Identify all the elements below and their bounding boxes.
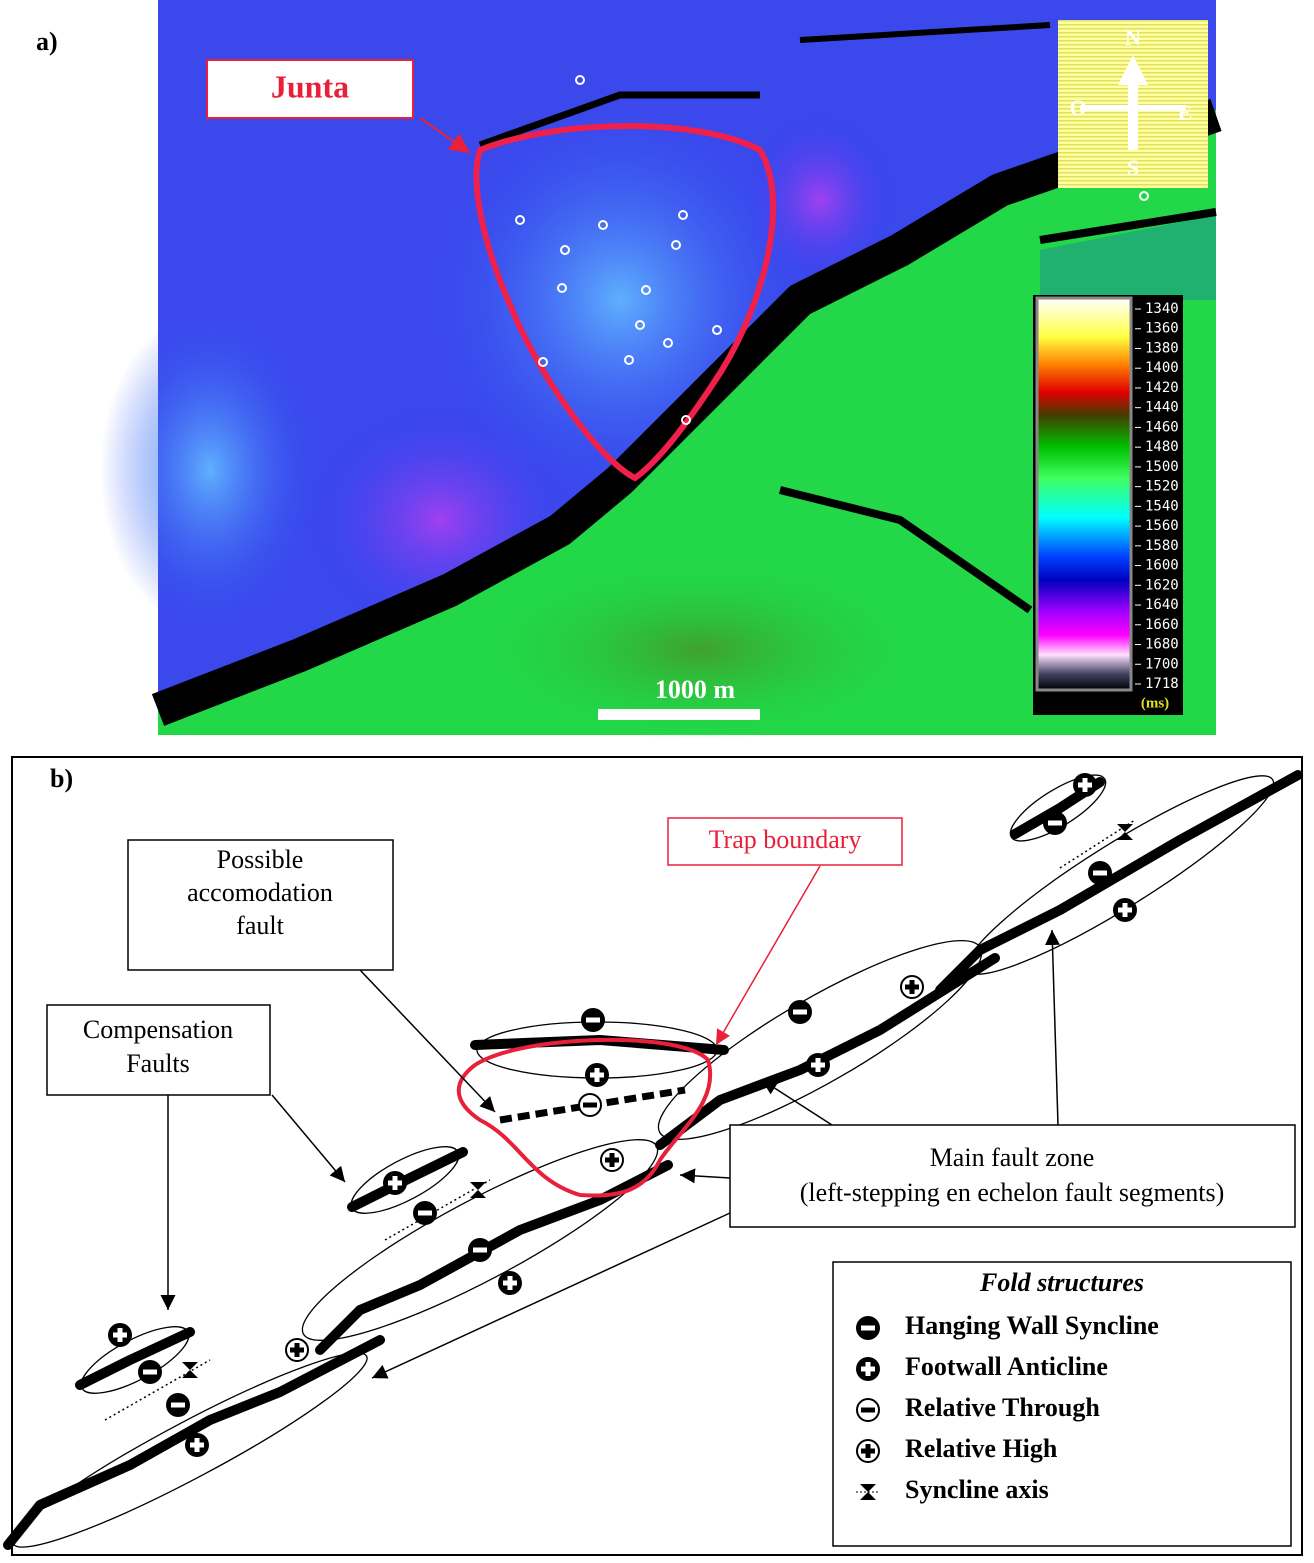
panel-label: a) [36,27,58,56]
colorbar-tick-label: 1520 [1145,479,1179,495]
legend-label: Hanging Wall Syncline [905,1311,1159,1340]
colorbar-unit: (ms) [1141,695,1169,711]
colorbar-tick-label: 1680 [1145,637,1179,653]
colorbar-tick-label: 1600 [1145,558,1179,574]
figure: a) Junta N S E O 1340 1360 1380 1400 [0,0,1314,1563]
legend-label: Relative Through [905,1393,1100,1422]
colorbar-tick-label: 1640 [1145,597,1179,613]
legend-symbol [857,1399,879,1421]
colorbar-tick-label: 1380 [1145,340,1179,356]
scale-label: 1000 m [655,675,736,704]
colorbar-tick-label: 1660 [1145,617,1179,633]
callout: accomodation [187,878,333,907]
colorbar-tick-label: 1560 [1145,518,1179,534]
legend-symbol [856,1357,880,1381]
callout: (left-stepping en echelon fault segments… [800,1178,1225,1207]
legend-title: Fold structures [979,1268,1144,1297]
legend-label: Relative High [905,1434,1058,1463]
map-blob [100,310,320,630]
page: Figure html, body { margin: 0; padding: … [0,0,1314,1563]
legend-label: Syncline axis [905,1475,1049,1504]
callout: Possible [217,845,304,874]
callout: Trap boundary [709,825,862,854]
callout: Faults [126,1049,190,1078]
compass-label: E [1178,100,1193,125]
panel-a: a) Junta N S E O 1340 1360 1380 1400 [36,0,1216,740]
compass-label: N [1125,25,1141,50]
callout-box [730,1125,1295,1227]
callout: Main fault zone [930,1143,1095,1172]
colorbar-tick-label: 1360 [1145,321,1179,337]
colorbar-tick-label: 1700 [1145,656,1179,672]
colorbar-tick-label: 1500 [1145,459,1179,475]
colorbar [1037,298,1131,690]
colorbar-tick-label: 1580 [1145,538,1179,554]
panel-b: b) [0,752,1302,1563]
colorbar-tick-label: 1540 [1145,498,1179,514]
colorbar-tick-label: 1340 [1145,301,1179,317]
colorbar-tick-label: 1420 [1145,380,1179,396]
body: {"panel_a": {"label": "a)", "callout": "… [0,0,1314,1563]
legend-symbol [856,1316,880,1340]
callout: Junta [271,68,349,104]
legend-label: Footwall Anticline [905,1352,1108,1381]
compass-label: S [1127,155,1139,180]
compass-label: O [1069,95,1086,120]
colorbar-tick-label: 1460 [1145,419,1179,435]
colorbar-tick-label: 1718 [1145,676,1179,692]
colorbar-tick-label: 1440 [1145,400,1179,416]
legend-symbol [857,1440,879,1462]
callout: fault [236,911,284,940]
panel-label: b) [50,764,73,793]
colorbar-tick-label: 1620 [1145,577,1179,593]
colorbar-tick-label: 1400 [1145,360,1179,376]
scale-bar [598,709,760,720]
colorbar-tick-label: 1480 [1145,439,1179,455]
callout: Compensation [83,1015,233,1044]
